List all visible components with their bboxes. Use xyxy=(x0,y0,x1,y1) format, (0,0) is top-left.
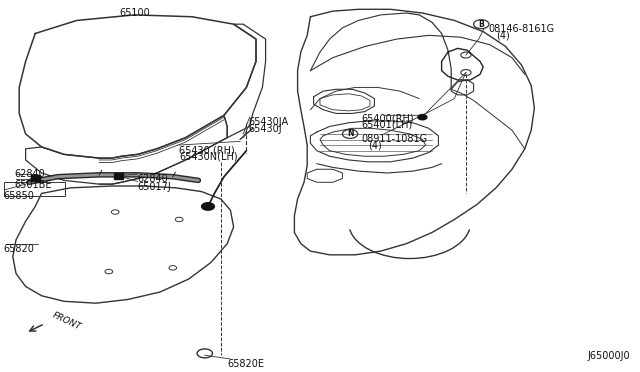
Text: (4): (4) xyxy=(496,31,509,41)
Bar xyxy=(31,175,40,181)
Text: 65430JA: 65430JA xyxy=(248,117,289,127)
Text: 08146-8161G: 08146-8161G xyxy=(488,24,554,34)
Bar xyxy=(114,173,123,179)
Text: 65400(RH): 65400(RH) xyxy=(362,113,414,124)
Text: 62840: 62840 xyxy=(138,174,168,184)
Bar xyxy=(4,182,65,196)
Text: 62840: 62840 xyxy=(14,169,45,179)
Text: 6501BE: 6501BE xyxy=(14,180,52,190)
Text: 65017J: 65017J xyxy=(138,182,172,192)
Text: 65430 (RH): 65430 (RH) xyxy=(179,145,235,155)
Text: FRONT: FRONT xyxy=(51,311,83,332)
Text: 65820E: 65820E xyxy=(227,359,264,369)
Circle shape xyxy=(418,115,427,120)
Text: 65850: 65850 xyxy=(3,191,34,201)
Text: 65430N(LH): 65430N(LH) xyxy=(179,151,238,161)
Text: 65100: 65100 xyxy=(119,8,150,18)
Text: (4): (4) xyxy=(368,140,381,150)
Text: B: B xyxy=(479,20,484,29)
Text: J65000J0: J65000J0 xyxy=(588,351,630,361)
Text: N: N xyxy=(347,129,353,138)
Text: 65401(LH): 65401(LH) xyxy=(362,120,413,130)
Text: 65430J: 65430J xyxy=(248,124,282,134)
Text: 08911-1081G: 08911-1081G xyxy=(362,134,428,144)
Circle shape xyxy=(202,203,214,210)
Text: 65820: 65820 xyxy=(3,244,34,254)
